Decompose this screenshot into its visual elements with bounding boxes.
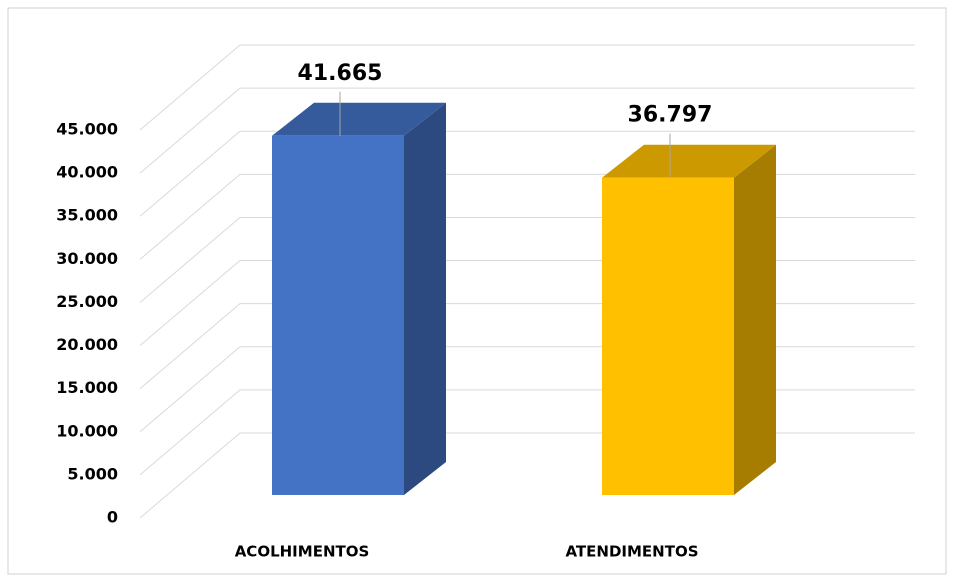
grid-line [139,130,915,217]
y-tick-label: 35.000 [56,206,118,225]
grid-line [139,87,915,174]
value-label: 36.797 [628,103,713,128]
y-tick-label: 20.000 [56,335,118,354]
bar-side [734,144,776,495]
y-tick-label: 45.000 [56,120,118,139]
bar-top [602,144,776,178]
y-tick-label: 5.000 [67,464,118,483]
y-tick-label: 40.000 [56,163,118,182]
grid-line [139,44,915,131]
y-tick-label: 15.000 [56,378,118,397]
bar-top [272,102,446,136]
bar [272,135,404,495]
x-tick-label: ATENDIMENTOS [565,543,698,561]
y-tick-label: 0 [107,508,118,527]
value-label: 41.665 [298,61,383,86]
bar-side [404,102,446,495]
y-tick-label: 30.000 [56,249,118,268]
bar [602,177,734,495]
chart-border [7,7,947,575]
y-tick-label: 25.000 [56,292,118,311]
x-tick-label: ACOLHIMENTOS [235,543,370,561]
y-tick-label: 10.000 [56,421,118,440]
